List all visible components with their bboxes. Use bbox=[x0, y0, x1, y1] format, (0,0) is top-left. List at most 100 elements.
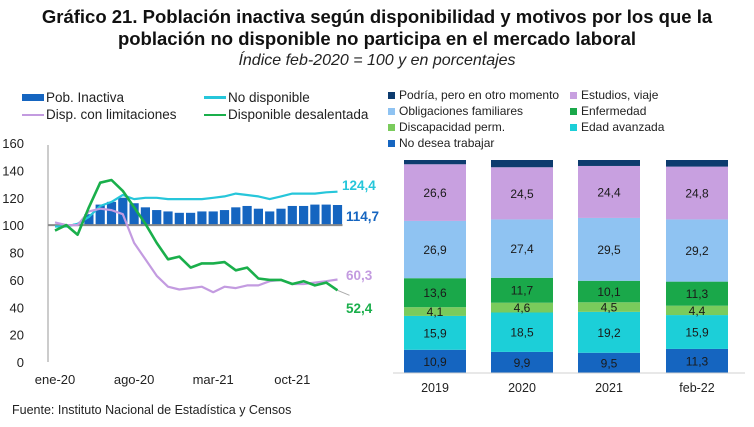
stacked-segment-enfermedad bbox=[491, 277, 553, 303]
x-tick-label: oct-21 bbox=[274, 372, 310, 387]
legend-item-disponible-desalentada: Disponible desalentada bbox=[204, 107, 368, 122]
pob-inactiva-bar bbox=[197, 211, 207, 226]
legend-label: Pob. Inactiva bbox=[46, 90, 125, 105]
stacked-segment-enfermedad bbox=[666, 281, 728, 306]
stacked-segment-no-desea-trabajar bbox=[666, 348, 728, 373]
legend-item-pob-inactiva: Pob. Inactiva bbox=[22, 90, 124, 105]
legend-item-podria: Podría, pero en otro momento bbox=[388, 88, 559, 102]
pob-inactiva-bar bbox=[174, 212, 184, 226]
legend-swatch bbox=[388, 123, 395, 131]
legend-label: Edad avanzada bbox=[581, 120, 665, 134]
title-line2: población no disponible no participa en … bbox=[117, 28, 637, 49]
legend-label: Disp. con limitaciones bbox=[46, 107, 177, 122]
stacked-segment-edad-avanzada bbox=[578, 311, 640, 353]
x-tick-label: ene-20 bbox=[35, 372, 75, 387]
stacked-segment-no-desea-trabajar bbox=[404, 349, 466, 373]
segment-value-label: 9,9 bbox=[514, 356, 531, 370]
end-label-disponible-desalentada: 52,4 bbox=[346, 301, 373, 316]
no-disponible-line bbox=[55, 190, 338, 228]
legend-label: Podría, pero en otro momento bbox=[399, 88, 560, 102]
stacked-segment-podria-otro-momento bbox=[666, 160, 728, 167]
segment-value-label: 24,8 bbox=[685, 187, 709, 201]
legend-label: No disponible bbox=[228, 90, 310, 105]
legend-item-edad: Edad avanzada bbox=[570, 120, 664, 134]
stacked-segment-discapacidad-perm bbox=[404, 307, 466, 316]
segment-value-label: 4,6 bbox=[514, 301, 531, 315]
y-tick-label: 140 bbox=[2, 163, 24, 178]
segment-value-label: 11,3 bbox=[686, 354, 709, 368]
segment-value-label: 15,9 bbox=[685, 325, 709, 339]
legend-label: Discapacidad perm. bbox=[399, 120, 506, 134]
pob-inactiva-bar bbox=[287, 205, 297, 226]
segment-value-label: 4,4 bbox=[689, 304, 706, 318]
stacked-segment-obligaciones-familiares bbox=[491, 219, 553, 278]
stacked-segment-estudios-viaje bbox=[578, 165, 640, 218]
stacked-segment-edad-avanzada bbox=[491, 312, 553, 352]
segment-value-label: 13,6 bbox=[423, 286, 447, 300]
stacked-segment-discapacidad-perm bbox=[578, 302, 640, 312]
legend-label: Estudios, viaje bbox=[581, 88, 659, 102]
label-leader-line bbox=[337, 289, 350, 296]
segment-value-label: 26,6 bbox=[423, 186, 447, 200]
category-label: 2020 bbox=[508, 381, 536, 395]
segment-value-label: 4,1 bbox=[427, 305, 444, 319]
stacked-segment-edad-avanzada bbox=[666, 315, 728, 349]
category-label: 2019 bbox=[421, 381, 449, 395]
stacked-segment-podria-otro-momento bbox=[404, 160, 466, 165]
segment-value-label: 29,5 bbox=[597, 243, 621, 257]
legend-label: Obligaciones familiares bbox=[399, 104, 524, 118]
segment-value-label: 15,9 bbox=[423, 326, 447, 340]
y-tick-label: 160 bbox=[2, 136, 24, 151]
legend-swatch bbox=[388, 107, 395, 115]
pob-inactiva-bar bbox=[276, 208, 286, 226]
pob-inactiva-bar bbox=[299, 205, 309, 226]
legend-item-enfermedad: Enfermedad bbox=[570, 104, 646, 118]
stacked-segment-obligaciones-familiares bbox=[404, 220, 466, 279]
segment-value-label: 4,5 bbox=[601, 301, 618, 315]
stacked-segment-estudios-viaje bbox=[404, 164, 466, 221]
pob-inactiva-bar bbox=[242, 205, 252, 226]
chart-title: Gráfico 21. Población inactiva según dis… bbox=[0, 6, 754, 50]
legend-swatch bbox=[388, 139, 395, 147]
end-label-no-disponible: 124,4 bbox=[342, 178, 376, 193]
segment-value-label: 9,5 bbox=[601, 356, 618, 370]
segment-value-label: 19,2 bbox=[597, 326, 621, 340]
pob-inactiva-bar bbox=[332, 205, 343, 226]
legend-label: Enfermedad bbox=[581, 104, 647, 118]
pob-inactiva-bars bbox=[73, 197, 343, 226]
title-line1: Población inactiva según disponibilidad … bbox=[137, 6, 713, 27]
y-tick-label: 80 bbox=[10, 246, 24, 261]
y-tick-label: 40 bbox=[10, 300, 24, 315]
category-label: feb-22 bbox=[679, 381, 714, 395]
legend-item-disp-limitaciones: Disp. con limitaciones bbox=[22, 107, 177, 122]
pob-inactiva-bar bbox=[106, 201, 117, 226]
pob-inactiva-bar bbox=[140, 207, 150, 226]
legend-swatch-no-disponible bbox=[204, 96, 226, 99]
segment-value-label: 11,7 bbox=[511, 284, 534, 298]
legend-swatch bbox=[388, 91, 395, 99]
legend-swatch-disponible-desalentada bbox=[204, 113, 226, 116]
segment-value-label: 29,2 bbox=[685, 244, 709, 258]
end-label-pob-inactiva: 114,7 bbox=[346, 209, 379, 224]
segment-value-label: 24,5 bbox=[510, 187, 534, 201]
segment-value-label: 24,4 bbox=[597, 185, 621, 199]
stacked-segment-enfermedad bbox=[404, 278, 466, 308]
legend-item-obligaciones: Obligaciones familiares bbox=[388, 104, 523, 118]
right-x-axis-ticks: 2019 2020 2021 feb-22 bbox=[421, 381, 715, 395]
x-axis-ticks: ene-20 ago-20 mar-21 oct-21 bbox=[35, 372, 311, 387]
segment-value-label: 18,5 bbox=[510, 326, 534, 340]
stacked-bars: 10,9 15,9 4,1 13,6 26,9 26,6 9,9 18,5 4,6 11,7 27,… bbox=[404, 160, 728, 373]
series-lines bbox=[54, 178, 350, 296]
y-tick-label: 60 bbox=[10, 273, 24, 288]
pob-inactiva-bar bbox=[219, 210, 230, 226]
disponible-desalentada-line bbox=[54, 178, 339, 292]
pob-inactiva-bar bbox=[208, 211, 218, 226]
segment-value-label: 10,1 bbox=[597, 285, 621, 299]
pob-inactiva-bar bbox=[231, 207, 241, 226]
segment-value-label: 10,9 bbox=[423, 355, 447, 369]
stacked-segment-edad-avanzada bbox=[404, 315, 466, 350]
pob-inactiva-bar bbox=[163, 211, 173, 226]
legend-item-no-desea: No desea trabajar bbox=[388, 136, 494, 150]
legend-item-estudios: Estudios, viaje bbox=[570, 88, 658, 102]
